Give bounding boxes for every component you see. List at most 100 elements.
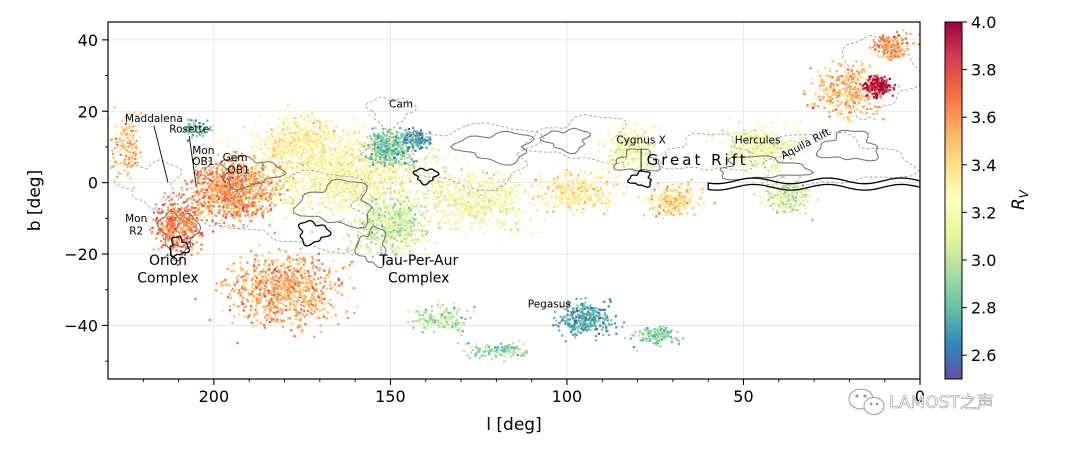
scatter-point — [353, 197, 355, 199]
scatter-point — [379, 157, 381, 159]
scatter-point — [379, 173, 381, 175]
scatter-point — [346, 146, 348, 148]
scatter-point — [323, 316, 325, 318]
scatter-point — [345, 135, 347, 137]
scatter-point — [215, 215, 217, 217]
scatter-point — [295, 193, 297, 195]
scatter-point — [308, 175, 310, 177]
scatter-point — [334, 283, 336, 285]
scatter-point — [237, 305, 239, 307]
scatter-point — [333, 191, 335, 193]
scatter-point — [365, 160, 367, 162]
scatter-point — [347, 157, 349, 159]
scatter-point — [267, 180, 269, 182]
scatter-point — [359, 149, 361, 151]
scatter-point — [283, 152, 285, 154]
scatter-point — [307, 240, 309, 242]
scatter-point — [310, 154, 312, 156]
scatter-point — [306, 130, 308, 132]
scatter-point — [299, 188, 301, 190]
scatter-point — [293, 304, 295, 306]
scatter-point — [317, 203, 319, 205]
scatter-point — [267, 218, 269, 220]
scatter-point — [251, 133, 253, 135]
scatter-point — [338, 248, 340, 250]
scatter-point — [347, 164, 349, 166]
scatter-point — [276, 183, 278, 185]
scatter-point — [311, 164, 313, 166]
scatter-point — [423, 206, 425, 208]
scatter-point — [411, 226, 413, 228]
scatter-point — [342, 165, 344, 167]
scatter-point — [293, 143, 295, 145]
scatter-point — [268, 292, 270, 294]
scatter-point — [328, 129, 330, 131]
scatter-point — [164, 192, 166, 194]
scatter-point — [401, 196, 403, 198]
scatter-point — [279, 169, 281, 171]
scatter-point — [392, 153, 394, 155]
scatter-point — [279, 321, 281, 323]
scatter-point — [198, 208, 200, 210]
scatter-point — [388, 164, 390, 166]
scatter-point — [304, 185, 306, 187]
scatter-point — [401, 200, 403, 202]
scatter-point — [221, 186, 223, 188]
scatter-point — [282, 295, 284, 297]
scatter-point — [242, 303, 244, 305]
scatter-point — [384, 197, 386, 199]
scatter-point — [380, 148, 382, 150]
scatter-point — [174, 240, 176, 242]
scatter-point — [308, 272, 310, 274]
scatter-point — [270, 282, 272, 284]
scatter-point — [385, 195, 387, 197]
scatter-point — [192, 179, 194, 181]
scatter-point — [406, 205, 408, 207]
scatter-point — [279, 287, 281, 289]
scatter-point — [286, 145, 288, 147]
scatter-point — [180, 229, 182, 231]
scatter-point — [238, 200, 240, 202]
scatter-point — [232, 205, 234, 207]
scatter-point — [322, 157, 324, 159]
scatter-point — [382, 145, 384, 147]
scatter-point — [335, 162, 337, 164]
scatter-point — [335, 210, 337, 212]
scatter-point — [379, 176, 381, 178]
scatter-point — [245, 208, 247, 210]
scatter-point — [405, 169, 407, 171]
scatter-point — [349, 147, 351, 149]
scatter-point — [280, 299, 282, 301]
scatter-point — [310, 130, 312, 132]
scatter-point — [247, 316, 249, 318]
scatter-point — [280, 281, 282, 283]
scatter-point — [203, 196, 205, 198]
scatter-point — [196, 173, 198, 175]
scatter-point — [358, 162, 360, 164]
scatter-point — [252, 205, 254, 207]
scatter-point — [348, 198, 350, 200]
scatter-point — [207, 178, 209, 180]
scatter-point — [285, 250, 287, 252]
scatter-point — [382, 132, 384, 134]
scatter-point — [222, 171, 224, 173]
scatter-point — [212, 230, 214, 232]
scatter-point — [326, 213, 328, 215]
scatter-point — [331, 188, 333, 190]
scatter-point — [223, 189, 225, 191]
scatter-point — [253, 261, 255, 263]
scatter-point — [265, 139, 267, 141]
scatter-point — [319, 124, 321, 126]
scatter-point — [313, 336, 315, 338]
scatter-point — [220, 292, 222, 294]
scatter-point — [173, 203, 175, 205]
scatter-point — [368, 157, 370, 159]
scatter-point — [221, 219, 223, 221]
scatter-point — [255, 181, 257, 183]
scatter-point — [396, 180, 398, 182]
scatter-point — [283, 286, 285, 288]
scatter-point — [209, 319, 211, 321]
scatter-point — [230, 208, 232, 210]
scatter-point — [236, 342, 238, 344]
scatter-point — [183, 239, 185, 241]
